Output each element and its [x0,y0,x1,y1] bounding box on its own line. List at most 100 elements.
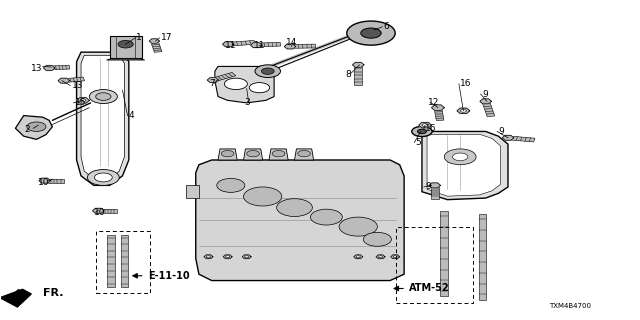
Text: 7: 7 [209,79,214,88]
Polygon shape [215,67,274,103]
Text: 12: 12 [428,99,440,108]
Polygon shape [457,108,470,114]
Circle shape [412,126,432,137]
Polygon shape [431,185,438,199]
Text: 9: 9 [499,127,504,136]
Polygon shape [218,149,237,160]
Polygon shape [63,77,84,83]
Text: 9: 9 [483,91,488,100]
Text: 5: 5 [415,138,421,147]
Polygon shape [294,149,314,160]
Circle shape [452,153,468,161]
Text: TXM4B4700: TXM4B4700 [549,303,591,309]
Polygon shape [482,101,495,116]
Polygon shape [120,235,128,287]
Polygon shape [355,65,362,85]
Polygon shape [244,149,262,160]
Polygon shape [58,78,70,83]
Polygon shape [228,40,255,46]
Polygon shape [45,179,64,182]
Polygon shape [508,136,535,142]
Text: 13: 13 [31,63,42,73]
Text: 15: 15 [75,99,86,108]
Polygon shape [502,135,514,140]
Polygon shape [44,66,55,70]
Polygon shape [149,39,159,43]
Text: 10: 10 [38,178,50,187]
Circle shape [27,122,46,132]
Circle shape [249,83,269,93]
Text: 13: 13 [72,81,83,90]
Circle shape [221,150,234,157]
Polygon shape [107,235,115,287]
Circle shape [347,21,395,45]
Text: FR.: FR. [43,288,63,298]
Circle shape [361,28,381,38]
Circle shape [88,170,119,185]
Circle shape [272,150,285,157]
Circle shape [276,199,312,216]
Text: 14: 14 [285,38,297,47]
Text: 2: 2 [24,125,29,134]
Text: 6: 6 [384,22,390,31]
Polygon shape [39,178,51,183]
Polygon shape [49,65,70,70]
Polygon shape [223,42,234,47]
Polygon shape [440,211,448,296]
Polygon shape [196,160,404,281]
Circle shape [393,256,397,258]
Circle shape [95,173,112,182]
Circle shape [90,90,117,104]
Polygon shape [223,255,232,259]
Text: 1: 1 [136,33,141,42]
Text: 11: 11 [225,41,237,50]
Circle shape [378,256,383,258]
Circle shape [225,78,247,90]
Polygon shape [0,289,31,307]
Polygon shape [422,132,508,200]
Text: E-11-10: E-11-10 [148,271,189,281]
Polygon shape [15,116,52,140]
Circle shape [80,99,86,102]
Bar [96,231,150,293]
Circle shape [217,178,245,192]
Polygon shape [81,55,124,180]
Polygon shape [106,59,145,60]
Circle shape [298,150,310,157]
Polygon shape [353,62,364,67]
Polygon shape [211,72,236,82]
Circle shape [261,68,274,74]
Polygon shape [93,208,104,213]
Circle shape [422,124,428,126]
Text: 4: 4 [129,111,134,120]
Circle shape [364,232,392,246]
Circle shape [207,256,211,258]
Circle shape [244,256,249,258]
Polygon shape [429,183,440,188]
Circle shape [244,187,282,206]
Polygon shape [479,214,486,300]
Circle shape [339,217,378,236]
Text: 8: 8 [346,70,351,79]
Circle shape [255,65,280,77]
Circle shape [96,93,111,100]
Text: 16: 16 [425,124,436,133]
Polygon shape [256,42,281,47]
Polygon shape [269,149,288,160]
Polygon shape [354,255,363,259]
Circle shape [356,256,360,258]
Circle shape [417,129,426,134]
Polygon shape [109,36,141,59]
Polygon shape [150,41,162,52]
Polygon shape [204,255,213,259]
Polygon shape [243,255,251,259]
Polygon shape [290,44,316,48]
Text: 17: 17 [161,33,172,42]
Polygon shape [250,43,262,48]
Polygon shape [186,185,199,198]
Circle shape [246,150,259,157]
Circle shape [444,149,476,165]
Circle shape [310,209,342,225]
Circle shape [225,256,230,258]
Polygon shape [99,209,117,213]
